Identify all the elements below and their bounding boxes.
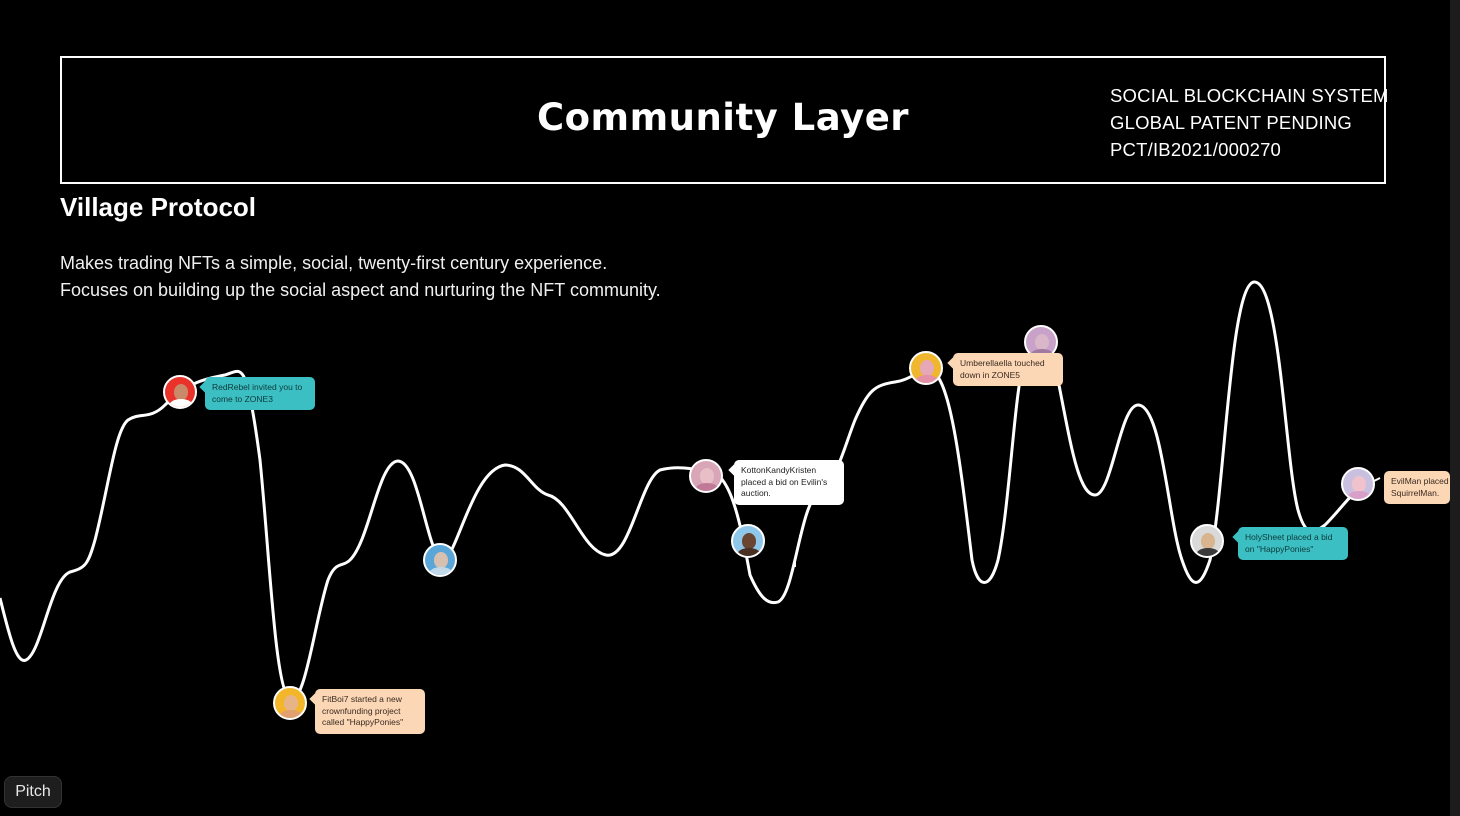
avatar-kottonkandykristen[interactable] [689,459,723,493]
header-box: Community Layer SOCIAL BLOCKCHAIN SYSTEM… [60,56,1389,184]
description-line-1: Makes trading NFTs a simple, social, twe… [60,253,608,273]
event-bubble-umberellaella: Umberellaella touched down in ZONE5 [953,353,1063,386]
avatar-user[interactable] [423,543,457,577]
body-icon [737,548,761,556]
section-subtitle: Village Protocol [60,192,257,222]
face-icon [1201,533,1215,549]
face-icon [174,384,188,400]
body-icon [279,710,303,718]
event-line: Umberellaella touched [960,358,1045,368]
event-line: SquirrelMan. [1391,487,1440,498]
event-bubble-redrebel: RedRebel invited you to come to ZONE3 [205,377,315,410]
event-line: crownfunding project [322,705,401,716]
event-line: on "HappyPonies" [1245,543,1314,554]
avatar-umberellaella[interactable] [909,351,943,385]
body-icon [429,567,453,575]
face-icon [920,360,934,376]
event-line: called "HappyPonies" [322,717,404,727]
face-icon [742,533,756,549]
event-bubble-kottonkandykristen: KottonKandyKristen placed a bid on Evili… [734,460,844,505]
page-title: Community Layer [536,96,910,139]
event-bubble-fitboi7: FitBoi7 started a new crownfunding proje… [315,689,425,734]
event-line: FitBoi7 started a new [322,694,402,704]
face-icon [1035,334,1049,350]
body-icon [169,399,193,407]
avatar-fitboi7[interactable] [273,686,307,720]
event-line: auction. [741,488,771,498]
window-edge [1450,0,1460,816]
body-icon [915,375,939,383]
patent-line-1: SOCIAL BLOCKCHAIN SYSTEM [1110,85,1389,106]
avatar-holysheet[interactable] [1190,524,1224,558]
body-icon [695,483,719,491]
event-line: down in ZONE5 [960,369,1020,380]
patent-notice: SOCIAL BLOCKCHAIN SYSTEM GLOBAL PATENT P… [1110,82,1389,163]
body-icon [1196,548,1220,556]
patent-line-3: PCT/IB2021/000270 [1110,139,1282,160]
event-bubble-holysheet: HolySheet placed a bid on "HappyPonies" [1238,527,1348,560]
event-bubble-evilman: EvilMan placed SquirrelMan. [1384,471,1450,504]
avatar-evilman[interactable] [1341,467,1375,501]
pitch-badge-button[interactable]: Pitch [4,776,62,808]
face-icon [1352,476,1366,492]
face-icon [434,552,448,568]
description: Makes trading NFTs a simple, social, twe… [60,250,661,304]
event-line: RedRebel invited you to [212,382,303,392]
wave-line [0,280,1361,702]
patent-line-2: GLOBAL PATENT PENDING [1110,112,1353,133]
event-line: placed a bid on Evilin's [741,476,828,487]
face-icon [700,468,714,484]
event-line: KottonKandyKristen [741,465,817,475]
body-icon [1347,491,1371,499]
description-line-2: Focuses on building up the social aspect… [60,280,661,300]
avatar-user[interactable] [731,524,765,558]
face-icon [284,695,298,711]
event-line: come to ZONE3 [212,393,273,404]
avatar-redrebel[interactable] [163,375,197,409]
event-line: HolySheet placed a bid [1245,532,1333,542]
event-line: EvilMan placed [1391,476,1449,486]
